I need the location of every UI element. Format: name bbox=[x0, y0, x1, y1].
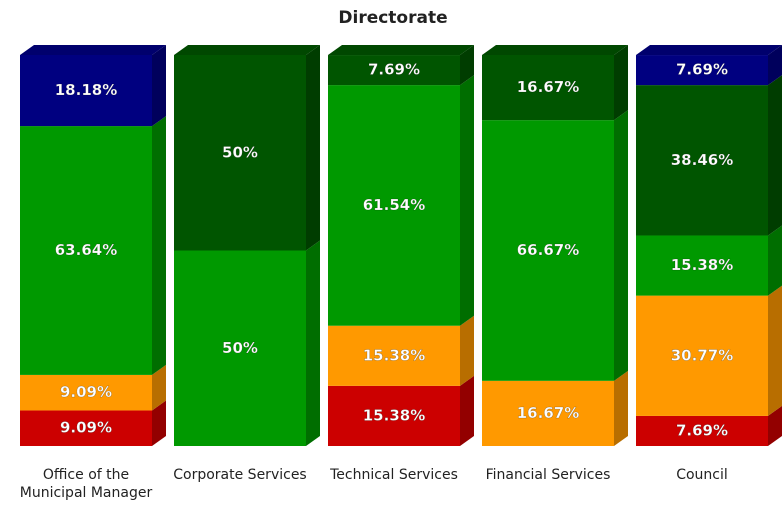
bar bbox=[636, 235, 768, 296]
bar-side bbox=[768, 45, 782, 86]
bar-side bbox=[460, 45, 474, 86]
bar-top bbox=[174, 45, 320, 55]
bar-side bbox=[614, 370, 628, 446]
data-label: 15.38% bbox=[363, 346, 425, 364]
bar bbox=[174, 55, 306, 251]
bar bbox=[174, 250, 306, 446]
bar-top bbox=[636, 45, 782, 56]
data-label: 7.69% bbox=[676, 61, 728, 79]
bar bbox=[20, 55, 152, 127]
bar-side bbox=[306, 240, 320, 446]
bar-side bbox=[614, 44, 628, 121]
bar bbox=[328, 85, 460, 326]
bar-top bbox=[20, 45, 166, 55]
data-label: 38.46% bbox=[671, 151, 733, 169]
bar-side bbox=[152, 364, 166, 411]
data-label: 15.38% bbox=[363, 406, 425, 424]
bar-top bbox=[482, 44, 628, 55]
bar bbox=[482, 54, 614, 121]
bar bbox=[328, 385, 460, 446]
data-label: 50% bbox=[222, 339, 258, 357]
bar-side bbox=[460, 315, 474, 386]
data-label: 63.64% bbox=[55, 241, 117, 259]
chart-title: Directorate bbox=[338, 8, 447, 28]
data-label: 7.69% bbox=[676, 421, 728, 439]
data-label: 18.18% bbox=[55, 81, 117, 99]
data-label: 16.67% bbox=[517, 78, 579, 96]
bar-side bbox=[768, 225, 782, 296]
data-label: 16.67% bbox=[517, 404, 579, 422]
data-label: 7.69% bbox=[368, 61, 420, 79]
bar-side bbox=[306, 45, 320, 251]
data-label: 9.09% bbox=[60, 419, 112, 437]
x-tick-label: Corporate Services bbox=[173, 467, 307, 483]
bar bbox=[482, 120, 614, 381]
bar bbox=[20, 374, 152, 411]
data-label: 9.09% bbox=[60, 383, 112, 401]
bar-side bbox=[460, 75, 474, 326]
data-label: 61.54% bbox=[363, 196, 425, 214]
bar bbox=[636, 415, 768, 446]
bar bbox=[482, 380, 614, 446]
x-tick-label: Technical Services bbox=[330, 467, 458, 483]
bar bbox=[328, 325, 460, 386]
bar bbox=[20, 410, 152, 446]
bar-top bbox=[328, 45, 474, 56]
bar-side bbox=[768, 285, 782, 416]
bar-side bbox=[152, 45, 166, 127]
bar-side bbox=[460, 375, 474, 446]
data-label: 66.67% bbox=[517, 241, 579, 259]
bar bbox=[20, 126, 152, 375]
bar bbox=[636, 295, 768, 416]
bar-side bbox=[614, 110, 628, 381]
data-label: 30.77% bbox=[671, 346, 733, 364]
data-label: 15.38% bbox=[671, 256, 733, 274]
x-tick-label: Council bbox=[676, 467, 728, 483]
data-label: 50% bbox=[222, 143, 258, 161]
bar bbox=[636, 55, 768, 86]
x-tick-label: Office of the Municipal Manager bbox=[19, 467, 153, 501]
bar bbox=[636, 85, 768, 236]
bar-side bbox=[152, 400, 166, 446]
x-tick-label: Financial Services bbox=[485, 467, 611, 483]
bar-side bbox=[152, 116, 166, 375]
bar-side bbox=[768, 405, 782, 446]
bar bbox=[328, 55, 460, 86]
bar-side bbox=[768, 75, 782, 236]
